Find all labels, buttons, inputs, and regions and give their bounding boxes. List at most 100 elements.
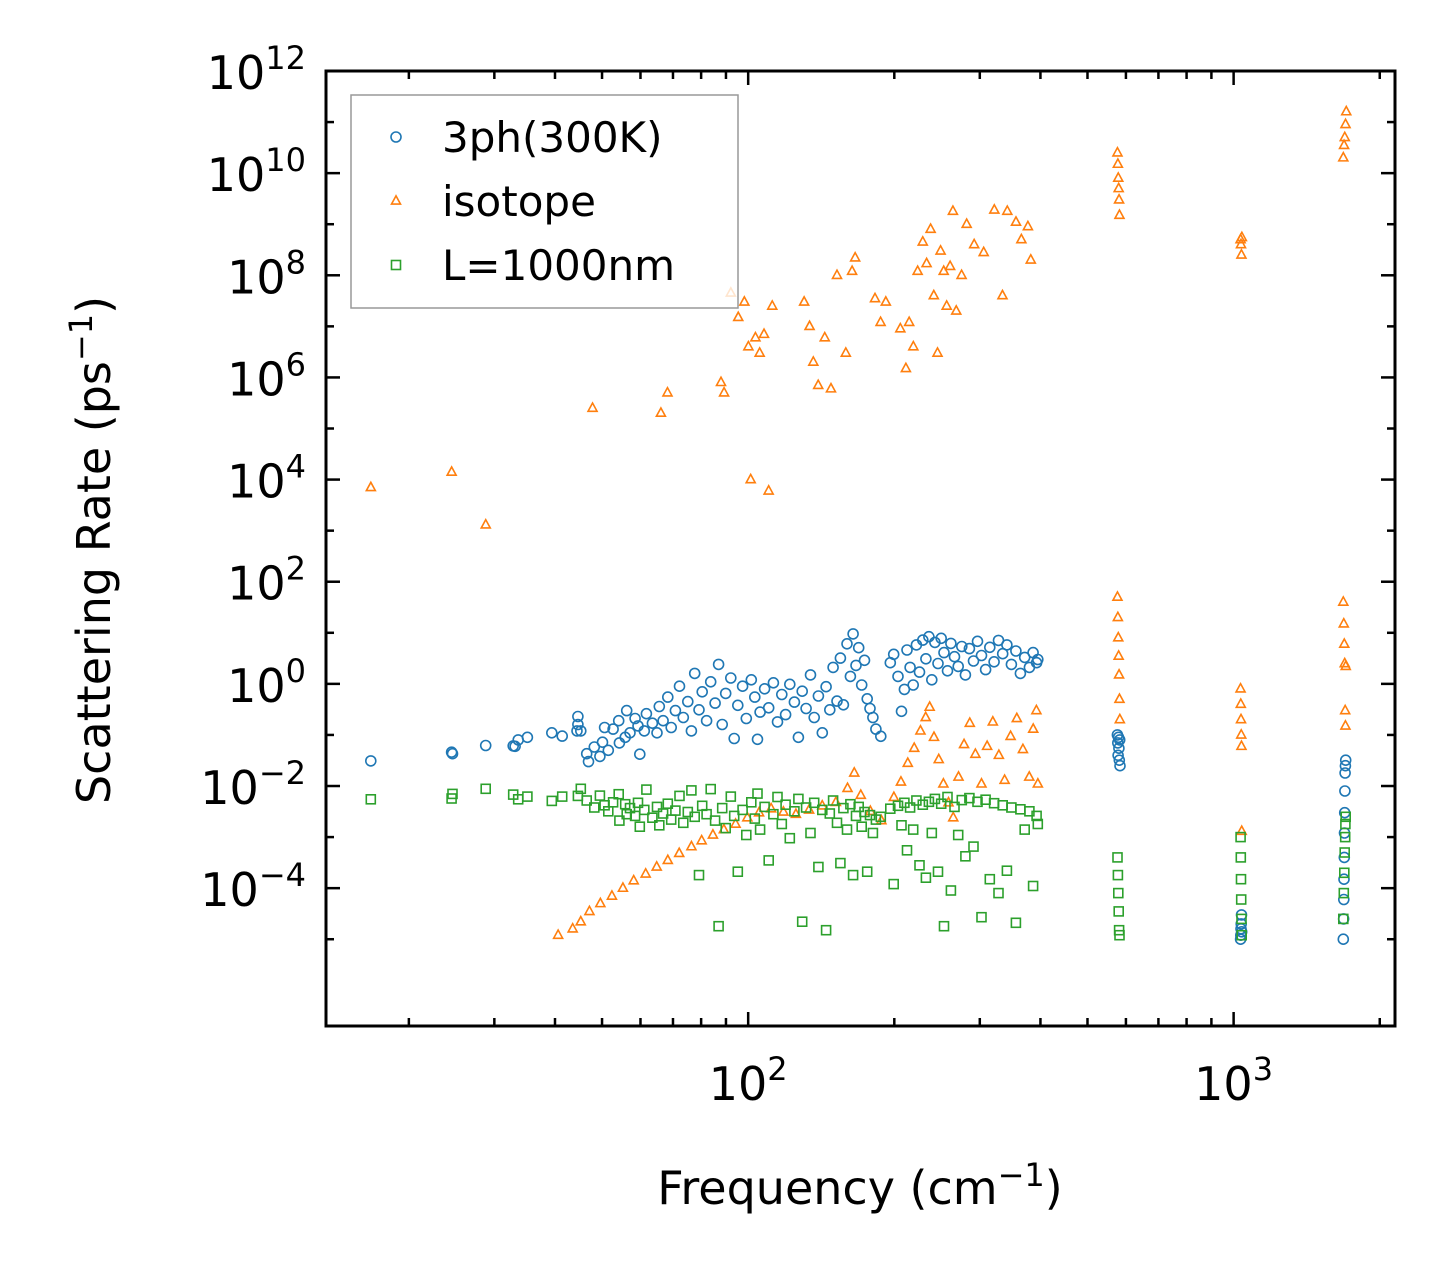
data-point xyxy=(1338,887,1350,899)
data-point xyxy=(1338,138,1350,150)
data-point xyxy=(681,695,694,708)
data-point xyxy=(1112,610,1124,622)
data-point xyxy=(748,691,761,703)
data-point xyxy=(655,406,667,418)
data-point xyxy=(613,788,625,800)
data-point xyxy=(950,304,963,315)
data-point xyxy=(916,634,929,646)
data-point xyxy=(594,896,607,908)
data-point xyxy=(887,648,900,661)
data-point xyxy=(633,748,646,761)
data-point xyxy=(972,796,983,808)
y-tick-label: 104 xyxy=(227,448,306,509)
data-point xyxy=(914,859,925,871)
y-tick-label: 1012 xyxy=(207,39,306,100)
data-point xyxy=(804,669,817,681)
data-point xyxy=(732,866,744,878)
data-point xyxy=(479,739,492,752)
data-point xyxy=(1338,637,1351,649)
data-point xyxy=(1010,215,1022,227)
data-point xyxy=(614,815,625,826)
data-point xyxy=(674,790,685,802)
data-point xyxy=(907,339,920,351)
data-point xyxy=(686,785,697,796)
data-point xyxy=(736,680,749,693)
data-point xyxy=(780,799,791,811)
data-point xyxy=(740,712,753,725)
data-point xyxy=(661,853,674,865)
data-point xyxy=(924,222,937,234)
plot-frame xyxy=(324,69,1397,1028)
data-point xyxy=(1113,734,1126,746)
data-point xyxy=(602,744,615,757)
data-point xyxy=(521,731,534,744)
data-point xyxy=(1340,818,1351,830)
data-point xyxy=(1027,722,1040,734)
data-point xyxy=(900,361,912,373)
data-point xyxy=(480,783,492,795)
data-point xyxy=(968,841,979,852)
data-point xyxy=(1338,893,1350,906)
data-point xyxy=(847,869,859,881)
data-point xyxy=(812,378,825,390)
data-point xyxy=(940,299,953,310)
data-point xyxy=(935,798,947,810)
data-point xyxy=(849,250,861,262)
data-point xyxy=(1339,759,1352,772)
y-axis-label-text: Scattering Rate (ps xyxy=(67,361,121,804)
data-point xyxy=(758,327,770,339)
y-tick-label: 1010 xyxy=(207,141,306,202)
data-point xyxy=(831,695,843,707)
data-point xyxy=(572,718,584,731)
data-point xyxy=(798,295,810,306)
data-point xyxy=(646,717,659,730)
data-point xyxy=(1339,831,1351,843)
data-point xyxy=(624,726,636,739)
data-point xyxy=(841,824,853,835)
data-point xyxy=(947,810,960,822)
data-point xyxy=(874,315,887,327)
data-point xyxy=(1235,248,1248,259)
data-point xyxy=(572,710,584,723)
data-point xyxy=(820,680,832,693)
data-point xyxy=(552,928,564,940)
data-point xyxy=(935,632,948,645)
x-axis-label-text: Frequency (cm xyxy=(657,1161,997,1215)
data-point xyxy=(908,741,921,753)
data-point xyxy=(895,775,907,786)
data-point xyxy=(728,732,741,745)
data-point xyxy=(944,259,956,271)
data-point xyxy=(365,793,377,805)
data-point xyxy=(942,791,953,803)
data-point xyxy=(875,813,888,825)
legend-item: isotope xyxy=(390,177,596,226)
data-point xyxy=(1340,811,1351,823)
data-point xyxy=(1023,770,1036,781)
data-point xyxy=(744,472,757,484)
data-point xyxy=(848,766,861,777)
data-point xyxy=(754,824,766,835)
data-point xyxy=(653,819,665,831)
data-point xyxy=(766,299,779,310)
data-point xyxy=(607,796,619,808)
data-point xyxy=(955,640,968,653)
data-point xyxy=(364,755,377,767)
x-tick-label: 103 xyxy=(1194,1050,1273,1111)
data-point xyxy=(731,699,744,712)
data-point xyxy=(479,517,492,529)
data-point xyxy=(556,730,569,742)
data-point xyxy=(1113,712,1126,724)
data-point xyxy=(800,702,812,715)
data-point xyxy=(1113,887,1124,899)
data-point xyxy=(779,708,792,721)
data-point xyxy=(919,710,932,722)
data-point xyxy=(854,788,867,800)
data-point xyxy=(993,887,1004,899)
data-point xyxy=(1112,852,1123,863)
data-point xyxy=(901,644,913,656)
data-point xyxy=(847,628,859,640)
tick-marks xyxy=(326,69,1395,1026)
data-point xyxy=(813,861,824,873)
data-point xyxy=(960,217,973,229)
data-point xyxy=(812,690,825,702)
